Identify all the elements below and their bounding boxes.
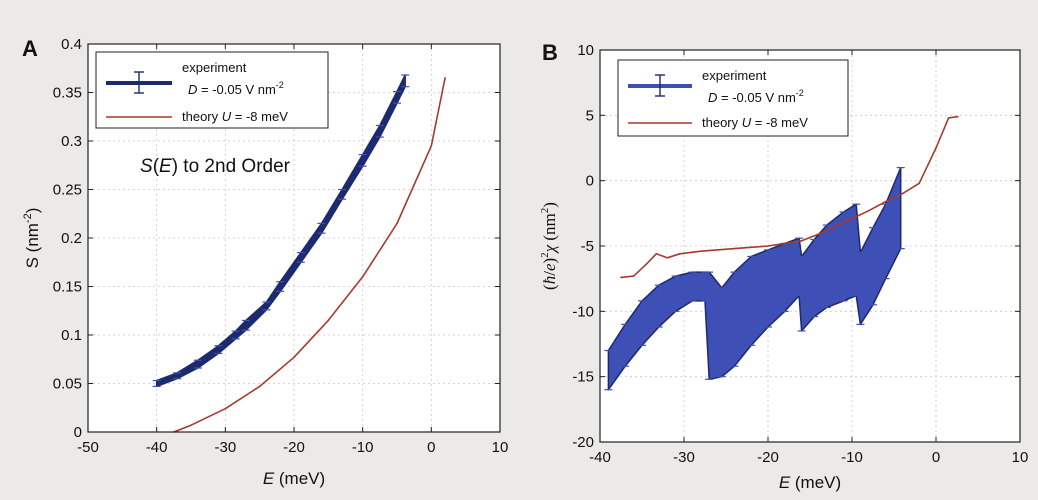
panel-a-x-tick-label: -50	[77, 439, 99, 456]
panel-b-theory-line	[620, 115, 958, 279]
panel-b-theory-point	[620, 276, 622, 279]
panel-b-y-tick-label: -15	[572, 369, 594, 386]
panel-b-theory-point	[733, 247, 736, 250]
panel-a-theory-point	[444, 77, 446, 79]
panel-b-x-tick-label: -40	[589, 449, 611, 466]
panel-a-y-tick-label: 0.15	[53, 279, 82, 296]
panel-b-theory-point	[957, 115, 959, 118]
panel-a-y-tick-label: 0	[74, 424, 82, 441]
panel-a-theory-point	[430, 145, 433, 147]
panel-a-theory-point	[293, 356, 295, 359]
panel-b-y-axis-label: (ħ/e)2χ (nm2)	[539, 202, 559, 290]
panel-b-y-tick-label: 5	[586, 107, 594, 124]
panel-b-y-tick-label: 10	[577, 42, 594, 59]
panel-a-y-tick-label: 0.35	[53, 85, 82, 102]
panel-a-theory-point	[224, 407, 227, 410]
panel-a-y-tick-label: 0.1	[61, 327, 82, 344]
panel-b-legend-param: D = -0.05 V nm-2	[708, 88, 804, 105]
panel-a-x-tick-label: -20	[283, 439, 305, 456]
panel-b-letter: B	[542, 40, 558, 65]
panel-b-theory-point	[935, 147, 937, 149]
panel-a-legend-box	[95, 51, 329, 129]
panel-a-theory-point	[361, 276, 364, 278]
panel-a-x-axis-label: E (meV)	[263, 469, 325, 488]
panel-b-ticks: -40 -30 -20 -10 0 10 -20 -15 -10 -5 0 5 10	[572, 42, 1028, 466]
panel-b-x-tick-label: -20	[757, 449, 779, 466]
panel-b-theory-point	[800, 239, 803, 242]
panel-b-y-tick-label: 0	[586, 173, 594, 190]
panel-a-y-tick-label: 0.4	[61, 36, 82, 53]
panel-a-y-tick-label: 0.25	[53, 182, 82, 199]
panel-b-x-tick-label: -10	[841, 449, 863, 466]
panel-a-x-tick-label: -40	[146, 439, 168, 456]
panel-b-y-tick-label: -20	[572, 434, 594, 451]
panel-b-legend-theory-label: theory U = -8 meV	[702, 115, 808, 130]
panel-a-legend-experiment-label: experiment	[182, 60, 247, 75]
panel-a-theory-point	[327, 319, 330, 322]
panel-b-theory-point	[868, 209, 870, 212]
panel-b-theory-point	[700, 250, 702, 253]
panel-a-x-tick-label: -30	[214, 439, 236, 456]
panel-b-theory-point	[901, 192, 904, 195]
panel-b-theory-point	[947, 117, 950, 119]
panel-b-theory-point	[645, 263, 647, 266]
panel-b-x-tick-label: -30	[673, 449, 695, 466]
panel-a-letter: A	[22, 36, 38, 61]
panel-b-legend: experiment D = -0.05 V nm-2 theory U = -…	[617, 59, 849, 137]
panel-a-theory-point	[396, 222, 398, 225]
panel-b-x-tick-label: 0	[932, 449, 940, 466]
panel-b-legend-experiment-label: experiment	[702, 68, 767, 83]
panel-a-series	[152, 74, 446, 433]
panel-a-legend-theory-label: theory U = -8 meV	[182, 109, 288, 124]
panel-a-x-tick-label: -10	[352, 439, 374, 456]
panel-b-y-tick-label: -5	[581, 238, 594, 255]
panel-a-theory-line	[173, 77, 446, 433]
panel-b-y-tick-label: -10	[572, 303, 594, 320]
panel-a-theory-point	[190, 424, 192, 427]
panel-b-theory-point	[767, 245, 769, 247]
panel-b-theory-point	[655, 253, 658, 255]
panel-b-x-tick-label: 10	[1012, 449, 1029, 466]
panel-b-theory-point	[851, 217, 853, 220]
panel-b-theory-point	[918, 182, 920, 185]
panel-a-legend: experiment D = -0.05 V nm-2 theory U = -…	[95, 51, 329, 129]
panel-a-y-tick-label: 0.05	[53, 376, 82, 393]
panel-a-y-tick-label: 0.3	[61, 133, 82, 150]
panel-b-theory-point	[817, 233, 820, 236]
panel-b-theory-point	[666, 256, 668, 259]
panel-a-x-tick-label: 0	[427, 439, 435, 456]
panel-a-theory-point	[258, 385, 261, 388]
panel-b-theory-point	[632, 275, 635, 277]
panel-b-series	[604, 115, 959, 391]
panel-a-annotation: S(E) to 2nd Order	[140, 156, 291, 177]
panel-a-y-axis-label: S (nm-2)	[22, 208, 42, 269]
panel-a-x-tick-label: 10	[492, 439, 509, 456]
panel-b-x-axis-label: E (meV)	[779, 473, 841, 492]
panel-a-ticks: -50 -40 -30 -20 -10 0 10 0 0.05 0.1 0.15 0.2 0.25 0.3…	[53, 36, 509, 456]
panel-b-theory-point	[884, 200, 887, 203]
panel-a-legend-param: D = -0.05 V nm-2	[188, 80, 284, 97]
panel-b: B -40 -30 -20 -10 0 10 -20 -15 -10 -5 0 5 10 experim…	[539, 40, 1028, 492]
panel-a: A -50 -40 -30 -20 -10 0 10 0 0.05 0.1 0.15 0.2 0.25 0…	[22, 36, 508, 488]
panel-a-y-tick-label: 0.2	[61, 230, 82, 247]
panel-b-theory-point	[834, 225, 836, 228]
panel-b-theory-point	[679, 253, 681, 255]
